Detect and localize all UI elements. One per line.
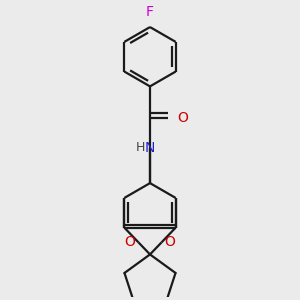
- Text: O: O: [164, 236, 175, 249]
- Text: H: H: [136, 141, 145, 154]
- Text: N: N: [145, 141, 155, 155]
- Text: F: F: [146, 4, 154, 19]
- Text: O: O: [125, 236, 136, 249]
- Text: O: O: [177, 111, 188, 125]
